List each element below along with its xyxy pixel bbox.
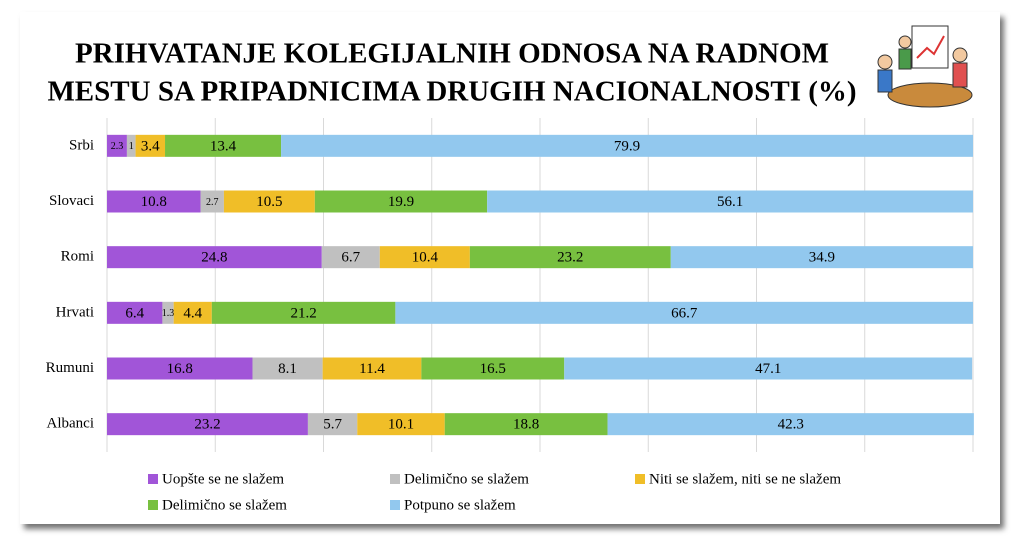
data-label: 2.3: [111, 141, 124, 152]
data-label: 16.8: [167, 361, 193, 377]
data-label: 4.4: [183, 305, 202, 321]
data-label: 8.1: [278, 361, 297, 377]
legend-label: Niti se slažem, niti se ne slažem: [649, 471, 841, 487]
data-label: 42.3: [778, 417, 804, 433]
y-tick-label: Albanci: [47, 416, 94, 432]
legend-swatch: [390, 500, 400, 510]
data-label: 19.9: [388, 194, 414, 210]
data-label: 6.4: [125, 305, 144, 321]
y-tick-label: Srbi: [69, 137, 94, 153]
bar-segment: [107, 357, 253, 380]
bar-segment: [162, 301, 174, 324]
data-label: 6.7: [341, 250, 360, 266]
data-label: 3.4: [141, 138, 160, 154]
y-tick-label: Slovaci: [49, 193, 94, 209]
bar-segment: [321, 246, 380, 269]
bar-segment: [444, 413, 608, 436]
bar-segment: [165, 134, 282, 157]
data-label: 2.7: [206, 197, 219, 208]
bar-segment: [107, 246, 322, 269]
data-label: 1: [129, 141, 134, 152]
data-label: 13.4: [210, 138, 237, 154]
bar-segment: [107, 413, 308, 436]
data-label: 10.5: [256, 194, 282, 210]
chart-subtitle: MESTU SA PRIPADNICIMA DRUGIH NACIONALNOS…: [47, 76, 856, 108]
bar-segment: [126, 134, 136, 157]
data-label: 23.2: [557, 250, 583, 266]
legend-swatch: [148, 500, 158, 510]
data-label: 66.7: [671, 305, 698, 321]
bar-segment: [281, 134, 973, 157]
data-label: 10.1: [388, 417, 414, 433]
bar-segment: [107, 134, 127, 157]
data-label: 34.9: [809, 250, 835, 266]
bar-segment: [252, 357, 323, 380]
data-label: 18.8: [513, 417, 539, 433]
bar-segment: [107, 190, 201, 213]
bar-segment: [487, 190, 973, 213]
data-label: 5.7: [323, 417, 342, 433]
bar-segment: [200, 190, 224, 213]
bar-segment: [211, 301, 396, 324]
legend-swatch: [390, 474, 400, 484]
data-label: 10.4: [412, 250, 439, 266]
bar-segment: [223, 190, 315, 213]
chart-title: PRIHVATANJE KOLEGIJALNIH ODNOSA NA RADNO…: [75, 38, 829, 70]
bar-segment: [322, 357, 422, 380]
bar-segment: [173, 301, 212, 324]
data-label: 11.4: [359, 361, 385, 377]
legend-swatch: [148, 474, 158, 484]
bar-segment: [670, 246, 973, 269]
legend-label: Potpuno se slažem: [404, 497, 516, 513]
y-tick-label: Romi: [61, 249, 94, 265]
data-label: 24.8: [201, 250, 227, 266]
bar-segment: [135, 134, 166, 157]
bar-segment: [357, 413, 445, 436]
data-label: 21.2: [290, 305, 316, 321]
bar-segment: [307, 413, 358, 436]
clipart: [877, 25, 973, 108]
y-tick-label: Hrvati: [56, 304, 94, 320]
bar-segment: [421, 357, 565, 380]
bar-segment: [379, 246, 470, 269]
data-label: 79.9: [614, 138, 640, 154]
bar-segment: [469, 246, 671, 269]
data-label: 1.3: [162, 308, 175, 319]
bar-segment: [395, 301, 973, 324]
legend-label: Delimično se slažem: [162, 497, 287, 513]
legend-label: Delimično se slažem: [404, 471, 529, 487]
data-label: 10.8: [141, 194, 167, 210]
legend-swatch: [635, 474, 645, 484]
data-label: 16.5: [480, 361, 506, 377]
bar-segment: [314, 190, 488, 213]
bar-segment: [564, 357, 973, 380]
y-tick-label: Rumuni: [46, 360, 94, 376]
data-label: 47.1: [755, 361, 781, 377]
bar-segment: [607, 413, 974, 436]
data-label: 56.1: [717, 194, 743, 210]
data-label: 23.2: [194, 417, 220, 433]
legend-label: Uopšte se ne slažem: [162, 471, 284, 487]
bar-segment: [107, 301, 163, 324]
